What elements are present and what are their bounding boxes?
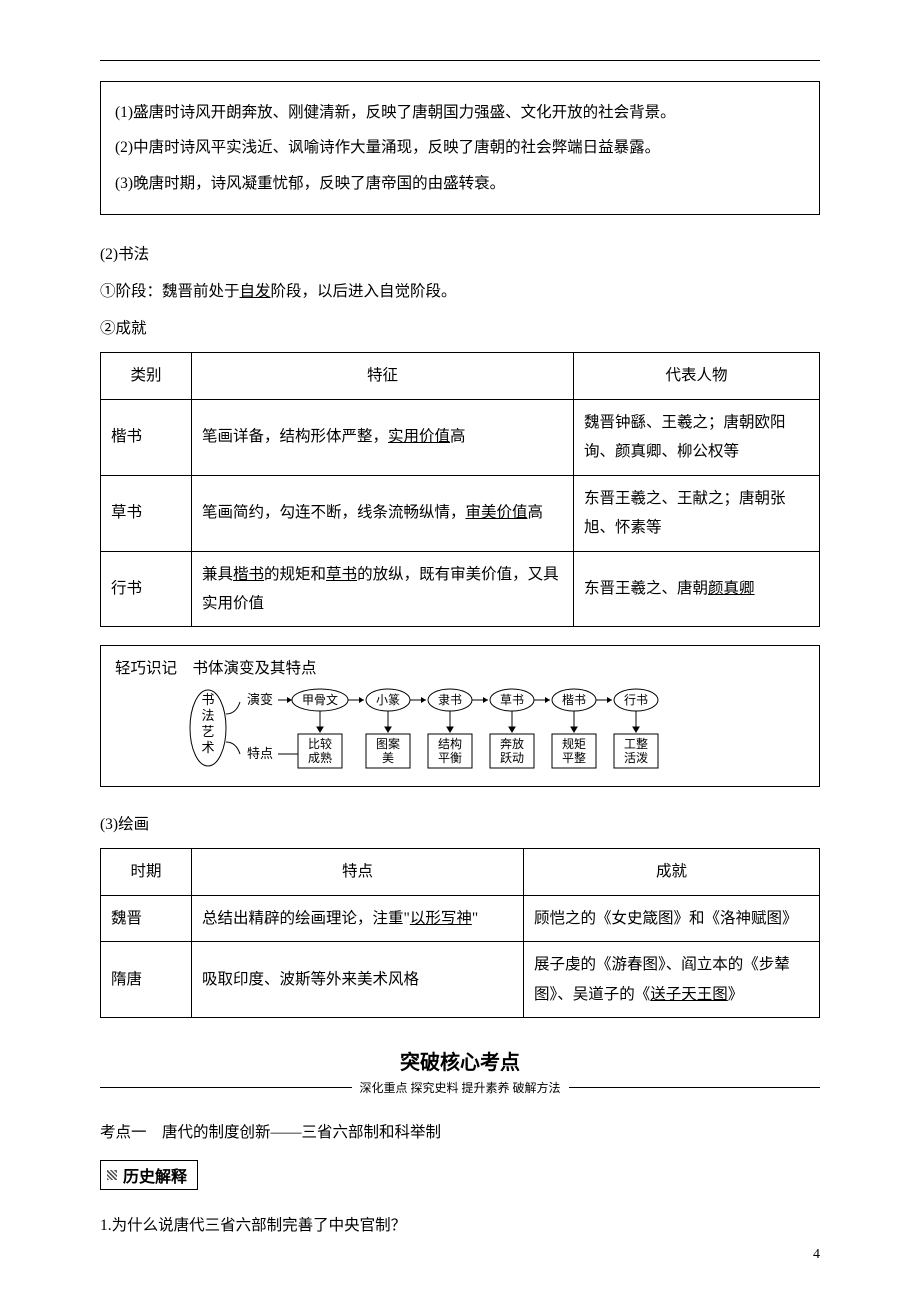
- t: 总结出精辟的绘画理论，注重": [202, 910, 410, 927]
- root-t: 艺: [201, 724, 214, 739]
- down-arrows: [317, 711, 639, 732]
- td-suitang-ach: 展子虔的《游春图》、阎立本的《步辇图》、吴道子的《送子天王图》: [524, 942, 820, 1018]
- box-line-1: (1)盛唐时诗风开朗奔放、刚健清新，反映了唐朝国力强盛、文化开放的社会背景。: [115, 98, 805, 127]
- svg-text:草书: 草书: [500, 693, 524, 707]
- table-row: 魏晋 总结出精辟的绘画理论，注重"以形写神" 顾恺之的《女史箴图》和《洛神赋图》: [101, 895, 820, 941]
- table-row: 隋唐 吸取印度、波斯等外来美术风格 展子虔的《游春图》、阎立本的《步辇图》、吴道…: [101, 942, 820, 1018]
- diagram-title: 轻巧识记 书体演变及其特点: [115, 656, 805, 678]
- td-suitang: 隋唐: [101, 942, 192, 1018]
- svg-text:小篆: 小篆: [376, 692, 400, 707]
- calligraphy-table: 类别 特征 代表人物 楷书 笔画详备，结构形体严整，实用价值高 魏晋钟繇、王羲之…: [100, 352, 820, 627]
- feature-boxes: 比较 成熟 图案 美 结构 平衡 奔放 跃动 规矩 平整 工整 活泼: [298, 734, 658, 768]
- svg-text:比较: 比较: [308, 736, 332, 751]
- td-suitang-feature: 吸取印度、波斯等外来美术风格: [192, 942, 524, 1018]
- td-kai-person: 魏晋钟繇、王羲之；唐朝欧阳询、颜真卿、柳公权等: [574, 399, 820, 475]
- stage-line: ①阶段：魏晋前处于自发阶段，以后进入自觉阶段。: [100, 276, 820, 307]
- t-u: 实用价值: [388, 428, 450, 445]
- achievement-label: ②成就: [100, 313, 820, 344]
- exam-point-1: 考点一 唐代的制度创新——三省六部制和科举制: [100, 1120, 820, 1142]
- th-feature2: 特点: [192, 849, 524, 895]
- box-line-3: (3)晚唐时期，诗风凝重忧郁，反映了唐帝国的由盛转衰。: [115, 169, 805, 198]
- t: ": [472, 910, 478, 927]
- painting-table: 时期 特点 成就 魏晋 总结出精辟的绘画理论，注重"以形写神" 顾恺之的《女史箴…: [100, 848, 820, 1018]
- question-1: 1.为什么说唐代三省六部制完善了中央官制？: [100, 1210, 820, 1241]
- t-u: 草书: [326, 566, 357, 583]
- heading-painting: (3)绘画: [100, 809, 820, 840]
- svg-text:规矩: 规矩: [562, 736, 586, 751]
- svg-text:跃动: 跃动: [500, 751, 524, 765]
- svg-text:隶书: 隶书: [438, 693, 462, 707]
- root-t: 术: [201, 740, 214, 755]
- svg-text:成熟: 成熟: [308, 750, 332, 765]
- svg-text:行书: 行书: [624, 693, 648, 707]
- svg-text:美: 美: [382, 751, 394, 765]
- svg-text:活泼: 活泼: [624, 751, 648, 765]
- box-line-2: (2)中唐时诗风平实浅近、讽喻诗作大量涌现，反映了唐朝的社会弊端日益暴露。: [115, 133, 805, 162]
- evolution-nodes: 甲骨文 小篆 隶书 草书 楷书 行书: [278, 689, 658, 711]
- table-row: 类别 特征 代表人物: [101, 353, 820, 399]
- th-person: 代表人物: [574, 353, 820, 399]
- td-cao: 草书: [101, 475, 192, 551]
- t: 笔画详备，结构形体严整，: [202, 428, 388, 445]
- branch-feature: 特点: [247, 746, 273, 761]
- stage-a: ①阶段：魏晋前处于: [100, 283, 240, 300]
- svg-text:平整: 平整: [562, 750, 586, 765]
- t-u: 送子天王图: [650, 986, 728, 1003]
- calligraphy-evolution-diagram: 书 法 艺 术 演变 特点 甲骨文 小篆 隶书: [180, 684, 740, 772]
- t: 的规矩和: [264, 566, 326, 583]
- td-xing-feature: 兼具楷书的规矩和草书的放纵，既有审美价值，又具实用价值: [192, 551, 574, 627]
- td-cao-feature: 笔画简约，勾连不断，线条流畅纵情，审美价值高: [192, 475, 574, 551]
- svg-text:图案: 图案: [376, 736, 400, 751]
- root-t: 书: [201, 692, 214, 707]
- rule-right: [569, 1087, 821, 1088]
- table-row: 草书 笔画简约，勾连不断，线条流畅纵情，审美价值高 东晋王羲之、王献之；唐朝张旭…: [101, 475, 820, 551]
- section-subtitle: 深化重点 探究史料 提升素养 破解方法: [352, 1079, 569, 1096]
- t: 高: [528, 504, 544, 521]
- svg-text:奔放: 奔放: [500, 736, 524, 751]
- table-row: 行书 兼具楷书的规矩和草书的放纵，既有审美价值，又具实用价值 东晋王羲之、唐朝颜…: [101, 551, 820, 627]
- svg-text:楷书: 楷书: [562, 692, 586, 707]
- svg-text:结构: 结构: [438, 736, 462, 751]
- svg-text:工整: 工整: [624, 736, 648, 751]
- t: 笔画简约，勾连不断，线条流畅纵情，: [202, 504, 466, 521]
- summary-box: (1)盛唐时诗风开朗奔放、刚健清新，反映了唐朝国力强盛、文化开放的社会背景。 (…: [100, 81, 820, 215]
- td-cao-person: 东晋王羲之、王献之；唐朝张旭、怀素等: [574, 475, 820, 551]
- td-xing-person: 东晋王羲之、唐朝颜真卿: [574, 551, 820, 627]
- t-u: 以形写神: [410, 910, 472, 927]
- rule-left: [100, 1087, 352, 1088]
- th-achievement: 成就: [524, 849, 820, 895]
- tag-history-explain: 历史解释: [100, 1160, 198, 1190]
- th-feature: 特征: [192, 353, 574, 399]
- td-xing: 行书: [101, 551, 192, 627]
- t-u: 审美价值: [466, 504, 528, 521]
- td-weijin-ach: 顾恺之的《女史箴图》和《洛神赋图》: [524, 895, 820, 941]
- th-period: 时期: [101, 849, 192, 895]
- t-u: 楷书: [233, 566, 264, 583]
- stage-b: 阶段，以后进入自觉阶段。: [271, 283, 457, 300]
- heading-calligraphy: (2)书法: [100, 239, 820, 270]
- t-u: 颜真卿: [708, 580, 755, 597]
- table-row: 时期 特点 成就: [101, 849, 820, 895]
- section-sub-wrap: 深化重点 探究史料 提升素养 破解方法: [100, 1079, 820, 1096]
- t: 》: [728, 986, 744, 1003]
- t: 兼具: [202, 566, 233, 583]
- t: 东晋王羲之、唐朝: [584, 580, 708, 597]
- svg-text:平衡: 平衡: [438, 751, 462, 765]
- top-rule: [100, 60, 820, 61]
- td-kai-feature: 笔画详备，结构形体严整，实用价值高: [192, 399, 574, 475]
- branch-evolution: 演变: [247, 692, 273, 707]
- td-weijin-feature: 总结出精辟的绘画理论，注重"以形写神": [192, 895, 524, 941]
- svg-text:甲骨文: 甲骨文: [302, 692, 338, 707]
- root-t: 法: [201, 708, 214, 723]
- table-row: 楷书 笔画详备，结构形体严整，实用价值高 魏晋钟繇、王羲之；唐朝欧阳询、颜真卿、…: [101, 399, 820, 475]
- t: 高: [450, 428, 466, 445]
- stage-u: 自发: [240, 283, 271, 300]
- diagram-box: 轻巧识记 书体演变及其特点 书 法 艺 术 演变 特点 甲骨文 小: [100, 645, 820, 787]
- td-kai: 楷书: [101, 399, 192, 475]
- th-type: 类别: [101, 353, 192, 399]
- section-title: 突破核心考点: [100, 1046, 820, 1075]
- td-weijin: 魏晋: [101, 895, 192, 941]
- page-number: 4: [813, 1247, 820, 1263]
